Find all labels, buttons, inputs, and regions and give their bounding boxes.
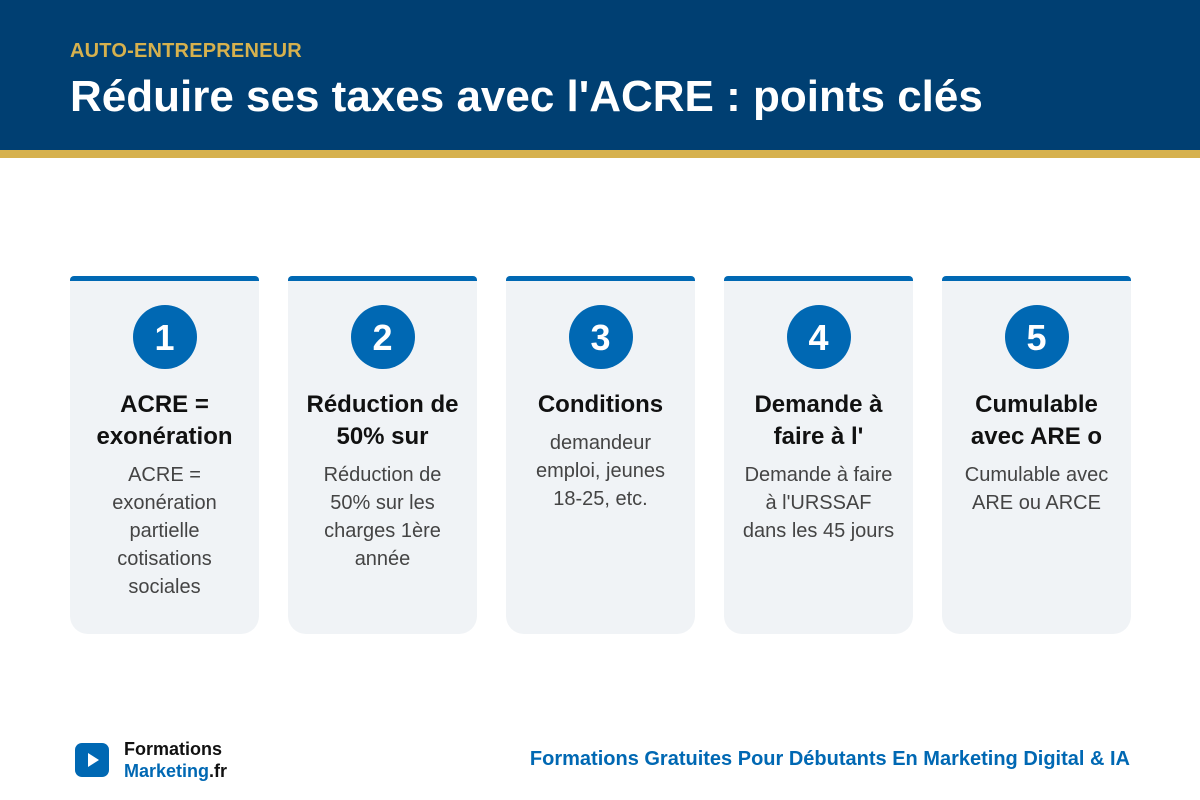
card-text: Réduction de 50% sur les charges 1ère an… xyxy=(323,464,442,570)
card-text: ACRE = exonération partielle cotisations… xyxy=(112,464,217,598)
logo-icon xyxy=(75,743,109,777)
card-number: 5 xyxy=(1004,305,1069,369)
card-row: 1 ACRE = exonération ACRE = exonération pa… xyxy=(70,276,1131,634)
card-text: Demande à faire à l'URSSAF dans les 45 j… xyxy=(742,464,895,542)
card-title: Demande à faire à l' xyxy=(754,391,883,450)
card-text: demandeur emploi, jeunes 18-25, etc. xyxy=(536,432,665,510)
card-number: 2 xyxy=(350,305,415,369)
tagline: Formations Gratuites Pour Débutants En M… xyxy=(529,748,1130,770)
card-text: Cumulable avec ARE ou ARCE xyxy=(964,464,1109,514)
logo-text: Formations Marketing.fr xyxy=(124,738,227,782)
logo-suffix: .fr xyxy=(209,761,228,781)
page-title: Réduire ses taxes avec l'ACRE : points c… xyxy=(70,72,983,121)
header-band xyxy=(0,0,1200,150)
card: 4 Demande à faire à l' Demande à faire à l… xyxy=(724,276,913,634)
card-number: 3 xyxy=(568,305,633,369)
card: 2 Réduction de 50% sur Réduction de 50% su… xyxy=(288,276,477,634)
card: 3 Conditions demandeur emploi, jeunes 18-2… xyxy=(506,276,695,634)
card: 1 ACRE = exonération ACRE = exonération pa… xyxy=(70,276,259,634)
card-title: Cumulable avec ARE o xyxy=(970,391,1103,450)
logo-line1: Formations xyxy=(124,739,223,759)
card-title: ACRE = exonération xyxy=(96,391,233,450)
header-stripe xyxy=(0,150,1200,158)
card-number: 1 xyxy=(132,305,197,369)
card-title: Conditions xyxy=(537,391,664,418)
card-number: 4 xyxy=(786,305,851,369)
logo-line2: Marketing xyxy=(124,761,210,781)
kicker: AUTO-ENTREPRENEUR xyxy=(70,40,302,62)
card: 5 Cumulable avec ARE o Cumulable avec ARE … xyxy=(942,276,1131,634)
card-title: Réduction de 50% sur xyxy=(306,391,459,450)
